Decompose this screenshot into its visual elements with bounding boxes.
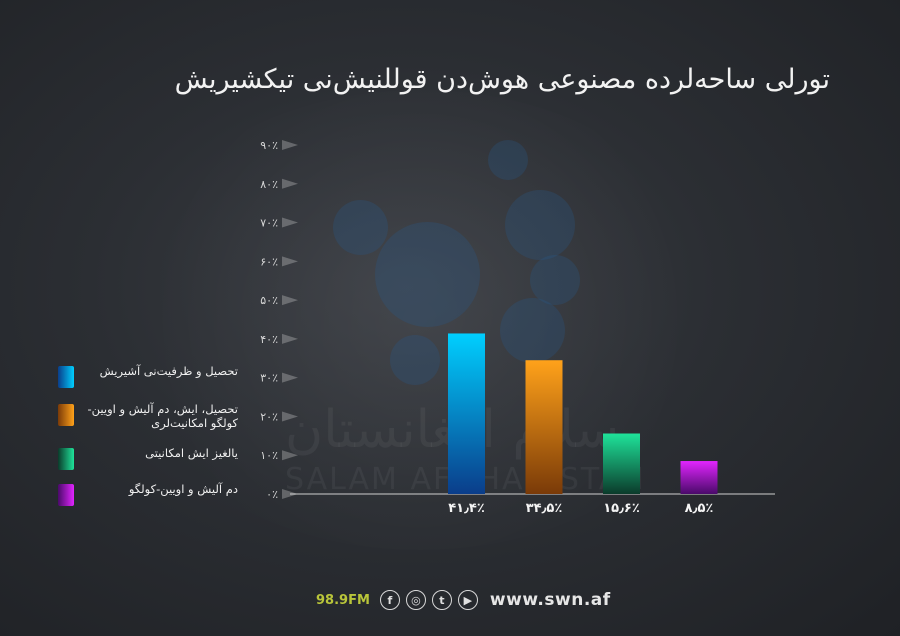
bar bbox=[525, 360, 563, 494]
legend-swatch bbox=[58, 366, 74, 388]
chart-title: تورلی ساحه‌لرده مصنوعی هوش‌دن قوللنیش‌نی… bbox=[174, 64, 830, 95]
bar bbox=[448, 333, 485, 494]
y-tick-label: ۴۰٪ bbox=[260, 333, 278, 346]
legend-item: دم آلیش و اویین-کولگو bbox=[58, 478, 238, 514]
y-tick-label: ۷۰٪ bbox=[260, 217, 278, 230]
y-tick-label: ۹۰٪ bbox=[260, 139, 278, 152]
legend: تحصیل و ظرفیت‌نی آشیریش تحصیل، ایش، دم آل… bbox=[58, 360, 238, 514]
background-dot bbox=[488, 140, 528, 180]
legend-swatch bbox=[58, 404, 74, 426]
legend-item: تحصیل و ظرفیت‌نی آشیریش bbox=[58, 360, 238, 398]
y-tick-marker bbox=[282, 450, 298, 461]
twitter-icon[interactable]: t bbox=[431, 590, 452, 610]
background-dot bbox=[333, 200, 388, 255]
y-tick-marker bbox=[282, 333, 298, 344]
bar-value-label: ۳۴٫۵٪ bbox=[526, 501, 563, 516]
y-tick-label: ۶۰٪ bbox=[260, 255, 278, 268]
facebook-icon[interactable]: f bbox=[379, 590, 400, 610]
legend-label: تحصیل و ظرفیت‌نی آشیریش bbox=[99, 364, 238, 378]
background-dot bbox=[375, 222, 480, 327]
y-tick-label: ۵۰٪ bbox=[260, 294, 278, 307]
bar-value-label: ۸٫۵٪ bbox=[685, 501, 714, 516]
website-link[interactable]: www.swn.af bbox=[489, 590, 611, 610]
legend-item: تحصیل، ایش، دم آلیش و اویین-کولگو امکانی… bbox=[58, 398, 238, 442]
y-tick-label: ۸۰٪ bbox=[260, 178, 278, 191]
y-tick-label: ۳۰٪ bbox=[260, 372, 278, 385]
instagram-icon[interactable]: ◎ bbox=[405, 590, 426, 610]
bar-value-label: ۱۵٫۶٪ bbox=[603, 501, 640, 516]
background-dot bbox=[500, 298, 565, 363]
y-tick-marker bbox=[282, 295, 298, 306]
background-dot bbox=[390, 335, 440, 385]
legend-label: دم آلیش و اویین-کولگو bbox=[128, 482, 238, 496]
y-tick-marker bbox=[282, 372, 298, 383]
y-tick-label: ۲۰٪ bbox=[260, 410, 278, 423]
legend-label: تحصیل، ایش، دم آلیش و اویین-کولگو امکانی… bbox=[87, 402, 238, 430]
legend-swatch bbox=[58, 448, 74, 470]
background-dot bbox=[505, 190, 575, 260]
background-dot bbox=[530, 255, 580, 305]
y-tick-label: ۰٪ bbox=[266, 488, 278, 501]
y-tick-marker bbox=[282, 178, 298, 189]
bar bbox=[680, 461, 718, 494]
legend-item: یالغیز ایش امکانیتی bbox=[58, 442, 238, 478]
radio-frequency: 98.9FM bbox=[316, 592, 370, 608]
y-tick-label: ۱۰٪ bbox=[260, 449, 278, 462]
footer: 98.9FM f ◎ t ▶ www.swn.af bbox=[316, 586, 611, 614]
y-tick-marker bbox=[282, 217, 298, 228]
bar-value-label: ۴۱٫۴٪ bbox=[448, 501, 485, 516]
youtube-icon[interactable]: ▶ bbox=[457, 590, 478, 610]
legend-swatch bbox=[58, 484, 74, 506]
y-tick-marker bbox=[282, 411, 298, 422]
y-tick-marker bbox=[282, 256, 298, 267]
y-tick-marker bbox=[282, 140, 298, 150]
legend-label: یالغیز ایش امکانیتی bbox=[145, 446, 238, 460]
bar bbox=[603, 433, 640, 494]
